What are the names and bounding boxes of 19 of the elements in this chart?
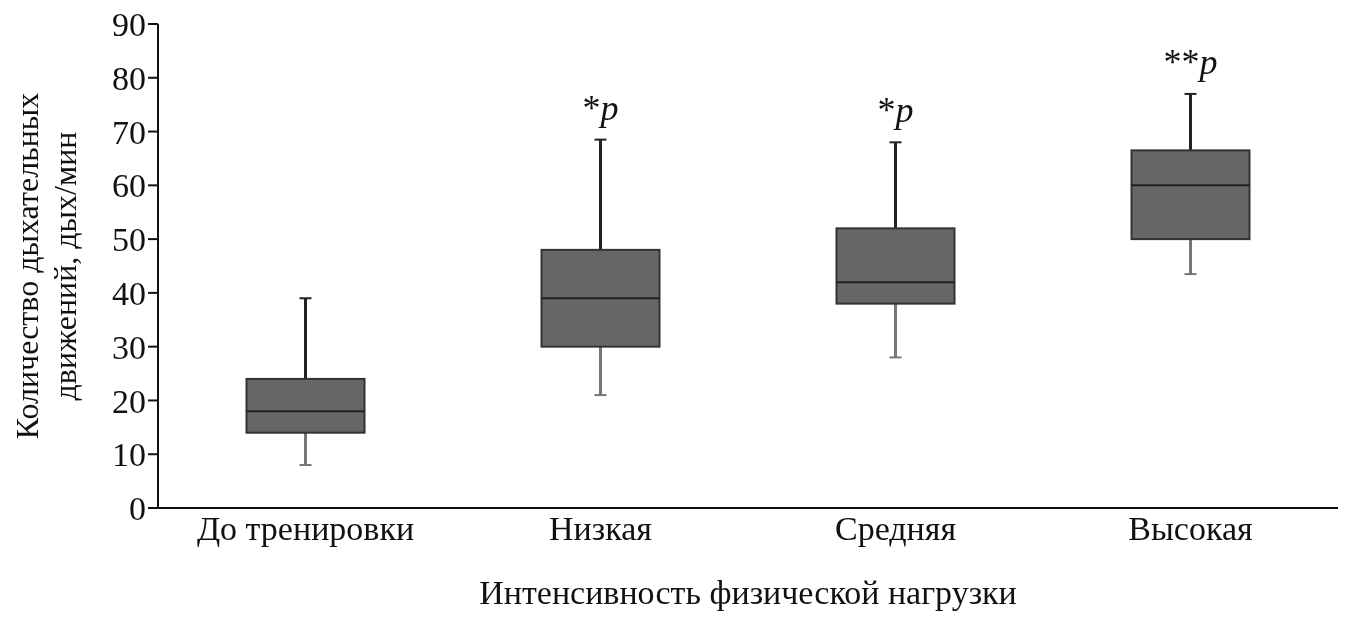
annotation: *p xyxy=(582,87,619,128)
y-tick-label: 10 xyxy=(112,436,146,474)
y-tick-label: 0 xyxy=(129,490,146,528)
y-tick-label: 60 xyxy=(112,167,146,205)
x-axis-title: Интенсивность физической нагрузки xyxy=(479,574,1017,611)
y-tick-label: 20 xyxy=(112,382,146,420)
x-tick-label: Средняя xyxy=(834,510,957,548)
x-tick-label: Низкая xyxy=(549,510,653,548)
y-tick-label: 80 xyxy=(112,59,146,97)
y-tick-label: 40 xyxy=(112,274,146,312)
x-tick-label: До тренировки xyxy=(196,510,415,548)
y-axis-title: Количество дыхательных движений, дых/мин xyxy=(9,92,83,440)
y-tick-label: 50 xyxy=(112,221,146,259)
y-tick-label: 70 xyxy=(112,113,146,151)
x-tick-label: Высокая xyxy=(1128,510,1254,548)
annotation: **p xyxy=(1163,41,1218,82)
y-tick-label: 90 xyxy=(112,6,146,44)
y-tick-label: 30 xyxy=(112,328,146,366)
annotation: *p xyxy=(877,90,914,131)
